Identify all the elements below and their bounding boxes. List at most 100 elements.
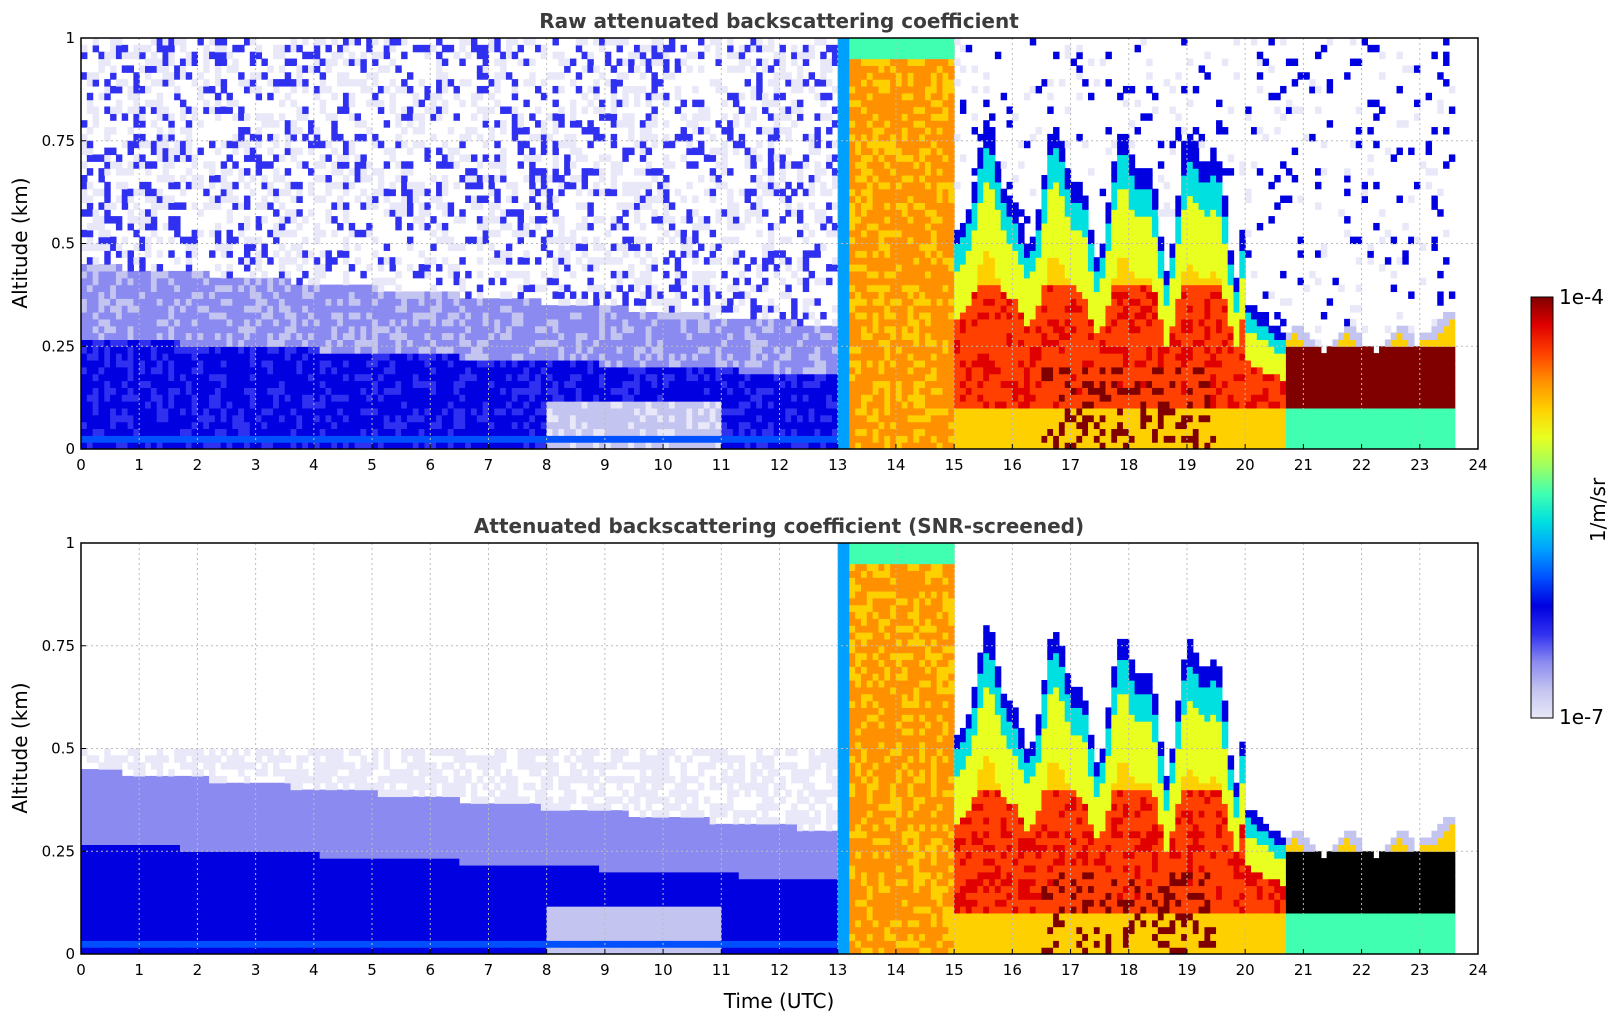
heatmap-cell (732, 305, 740, 313)
heatmap-cell (348, 407, 356, 416)
heatmap-cell (86, 373, 94, 382)
heatmap-cell (267, 202, 274, 210)
heatmap-cell (342, 202, 350, 210)
heatmap-cell (447, 421, 455, 430)
heatmap-cell (441, 222, 449, 231)
heatmap-cell (354, 229, 361, 238)
heatmap-cell (750, 85, 757, 94)
heatmap-cell (581, 38, 589, 46)
heatmap-cell (540, 380, 548, 388)
heatmap-cell (471, 99, 478, 108)
heatmap-cell (686, 161, 693, 169)
heatmap-cell (278, 332, 286, 340)
heatmap-cell (348, 298, 356, 306)
heatmap-cell (389, 421, 396, 430)
heatmap-cell (535, 380, 542, 388)
heatmap-cell (162, 339, 169, 347)
heatmap-cell (145, 407, 152, 416)
heatmap-cell (762, 209, 769, 217)
heatmap-cell (505, 346, 513, 354)
heatmap-cell (529, 216, 536, 224)
heatmap-cell (156, 394, 164, 402)
heatmap-cell (179, 140, 187, 149)
heatmap-cell (319, 161, 327, 169)
heatmap-cell (261, 161, 268, 169)
heatmap-cell (308, 325, 315, 334)
heatmap-cell (575, 318, 583, 327)
heatmap-cell (150, 366, 158, 375)
heatmap-cell (465, 305, 472, 313)
heatmap-cell (587, 58, 594, 66)
heatmap-cell (610, 401, 618, 409)
heatmap-cell (494, 325, 501, 334)
heatmap-cell (337, 359, 344, 368)
heatmap-cell (430, 106, 437, 114)
heatmap-cell (494, 44, 501, 53)
heatmap-cell (441, 394, 449, 402)
heatmap-cell (785, 257, 792, 265)
heatmap-cell (651, 72, 658, 80)
heatmap-cell (360, 428, 367, 436)
heatmap-cell (81, 44, 88, 53)
heatmap-cell (424, 380, 431, 388)
heatmap-cell (540, 188, 548, 197)
heatmap-cell (203, 421, 210, 430)
heatmap-cell (302, 305, 309, 313)
heatmap-cell (505, 181, 513, 190)
heatmap-cell (674, 65, 682, 73)
heatmap-cell (296, 414, 303, 423)
heatmap-cell (756, 346, 763, 354)
heatmap-cell (191, 113, 199, 121)
heatmap-cell (313, 332, 321, 340)
heatmap-cell (337, 291, 344, 299)
heatmap-cell (610, 99, 618, 108)
heatmap-cell (168, 380, 175, 388)
heatmap-cell (401, 195, 408, 203)
heatmap-cell (296, 250, 303, 258)
heatmap-cell (709, 195, 717, 203)
heatmap-cell (447, 414, 455, 423)
heatmap-cell (657, 401, 664, 409)
heatmap-cell (663, 72, 670, 80)
heatmap-cell (325, 113, 332, 121)
heatmap-cell (191, 79, 199, 87)
heatmap-cell (430, 339, 437, 347)
heatmap-cell (220, 394, 228, 402)
heatmap-cell (471, 353, 478, 361)
heatmap-cell (249, 312, 257, 320)
heatmap-cell (773, 394, 781, 402)
heatmap-cell (622, 209, 629, 217)
heatmap-cell (581, 332, 589, 340)
heatmap-cell (517, 305, 524, 313)
heatmap-cell (145, 421, 152, 430)
heatmap-cell (569, 161, 577, 169)
heatmap-cell (587, 222, 594, 231)
heatmap-cell (639, 154, 647, 162)
heatmap-cell (604, 394, 612, 402)
heatmap-cell (622, 353, 629, 361)
heatmap-cell (692, 161, 699, 169)
heatmap-cell (191, 284, 199, 293)
heatmap-cell (639, 325, 647, 334)
heatmap-cell (418, 373, 426, 382)
heatmap-cell (342, 236, 350, 245)
heatmap-cell (185, 181, 193, 190)
heatmap-cell (785, 147, 792, 156)
heatmap-cell (686, 325, 693, 334)
heatmap-cell (121, 277, 129, 286)
heatmap-cell (331, 58, 338, 66)
heatmap-cell (494, 79, 501, 87)
heatmap-cell (756, 154, 763, 162)
heatmap-cell (98, 359, 105, 368)
heatmap-cell (436, 359, 443, 368)
heatmap-cell (232, 346, 239, 354)
heatmap-cell (453, 353, 460, 361)
heatmap-cell (668, 366, 676, 375)
heatmap-cell (214, 38, 222, 46)
heatmap-cell (401, 168, 408, 176)
heatmap-cell (203, 277, 210, 286)
heatmap-cell (81, 318, 88, 327)
heatmap-cell (86, 140, 94, 149)
heatmap-cell (709, 380, 717, 388)
heatmap-cell (127, 387, 134, 395)
